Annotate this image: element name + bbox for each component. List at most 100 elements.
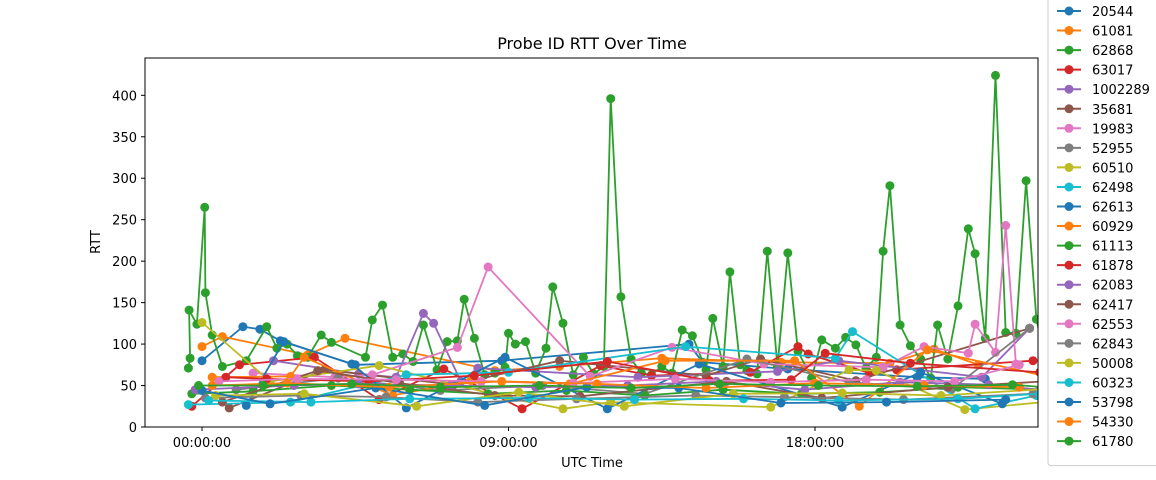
data-point <box>960 405 970 415</box>
data-point <box>541 343 551 353</box>
data-point <box>429 318 439 328</box>
data-point <box>217 362 227 371</box>
legend-swatch-marker <box>1064 280 1074 290</box>
legend-label: 62613 <box>1092 201 1133 216</box>
y-tick-label: 100 <box>112 338 137 353</box>
data-point <box>316 330 326 340</box>
data-point <box>248 368 258 378</box>
data-point <box>677 325 687 335</box>
data-point <box>347 379 357 389</box>
legend-swatch-marker <box>1064 417 1074 427</box>
legend-label: 61780 <box>1092 435 1133 450</box>
data-point <box>483 262 493 272</box>
data-point <box>504 328 513 338</box>
series-62553 <box>214 360 1024 388</box>
data-point <box>435 382 445 392</box>
data-point <box>776 398 786 408</box>
data-point <box>534 381 544 390</box>
data-point <box>217 397 227 407</box>
data-point <box>469 371 479 381</box>
data-point <box>970 249 980 259</box>
data-point <box>452 342 462 352</box>
legend-label: 52955 <box>1092 142 1133 157</box>
data-point <box>326 337 336 347</box>
data-point <box>1028 356 1038 366</box>
data-point <box>834 396 844 405</box>
data-point <box>521 337 530 347</box>
series-60510 <box>197 318 1038 415</box>
data-point <box>204 396 214 405</box>
legend-swatch-marker <box>1064 26 1074 36</box>
legend-label: 62553 <box>1092 318 1133 333</box>
data-point <box>480 400 490 410</box>
legend-swatch-marker <box>1064 104 1074 114</box>
data-point <box>384 382 394 392</box>
data-point <box>786 375 796 385</box>
x-tick-label: 09:00:00 <box>479 436 537 451</box>
data-point <box>861 375 871 385</box>
legend-label: 35681 <box>1092 103 1133 118</box>
legend-swatch-marker <box>1064 84 1074 94</box>
data-point <box>578 352 588 362</box>
legend-label: 63017 <box>1092 64 1133 79</box>
data-point <box>813 381 823 390</box>
data-point <box>878 246 888 256</box>
data-point <box>882 397 891 407</box>
data-point <box>361 352 370 362</box>
data-point <box>279 337 289 347</box>
series-line <box>225 352 1038 383</box>
series-line <box>218 363 1020 385</box>
data-point <box>854 401 864 411</box>
data-point <box>1001 221 1011 230</box>
data-point <box>762 246 772 256</box>
data-point <box>694 359 704 369</box>
data-point <box>606 94 616 104</box>
data-point <box>670 374 680 384</box>
data-point <box>1025 323 1035 333</box>
data-point <box>238 322 248 332</box>
data-point <box>378 300 387 310</box>
data-point <box>299 352 309 362</box>
legend-label: 20544 <box>1092 5 1133 20</box>
data-point <box>309 352 319 362</box>
y-tick-label: 300 <box>112 172 137 187</box>
legend-swatch-marker <box>1064 358 1074 368</box>
data-point <box>214 376 224 386</box>
legend-label: 60929 <box>1092 220 1133 235</box>
data-point <box>558 318 568 328</box>
data-point <box>878 362 888 372</box>
data-point <box>299 389 309 399</box>
data-point <box>715 379 725 389</box>
data-point <box>647 371 656 381</box>
data-point <box>950 376 960 386</box>
data-point <box>401 370 411 380</box>
data-point <box>742 354 752 364</box>
data-point <box>626 383 636 393</box>
y-tick-label: 350 <box>112 131 137 146</box>
legend-swatch-marker <box>1064 221 1074 231</box>
data-point <box>292 374 302 384</box>
data-point <box>991 70 1000 80</box>
data-point <box>185 353 195 363</box>
series-61780 <box>194 379 1038 393</box>
legend-swatch-marker <box>1064 123 1074 133</box>
data-point <box>830 353 840 363</box>
axes-layer: 0 50 100 150 200 250 300 350 400 00:00:00 09:00:00… <box>112 89 844 451</box>
data-point <box>391 375 401 385</box>
data-point <box>183 400 193 410</box>
data-point <box>548 282 558 292</box>
chart-title: Probe ID RTT Over Time <box>497 34 687 53</box>
data-point <box>221 372 231 382</box>
legend-swatch-marker <box>1064 338 1074 348</box>
data-point <box>1021 176 1031 186</box>
legend-swatch-marker <box>1064 202 1074 211</box>
legend-label: 62843 <box>1092 337 1133 352</box>
legend-swatch-marker <box>1064 260 1074 270</box>
data-point <box>660 356 670 366</box>
legend-label: 62498 <box>1092 181 1133 196</box>
data-point <box>197 356 207 366</box>
legend-label: 62417 <box>1092 298 1133 313</box>
data-point <box>708 313 718 323</box>
data-point <box>916 367 926 377</box>
data-point <box>184 305 194 315</box>
